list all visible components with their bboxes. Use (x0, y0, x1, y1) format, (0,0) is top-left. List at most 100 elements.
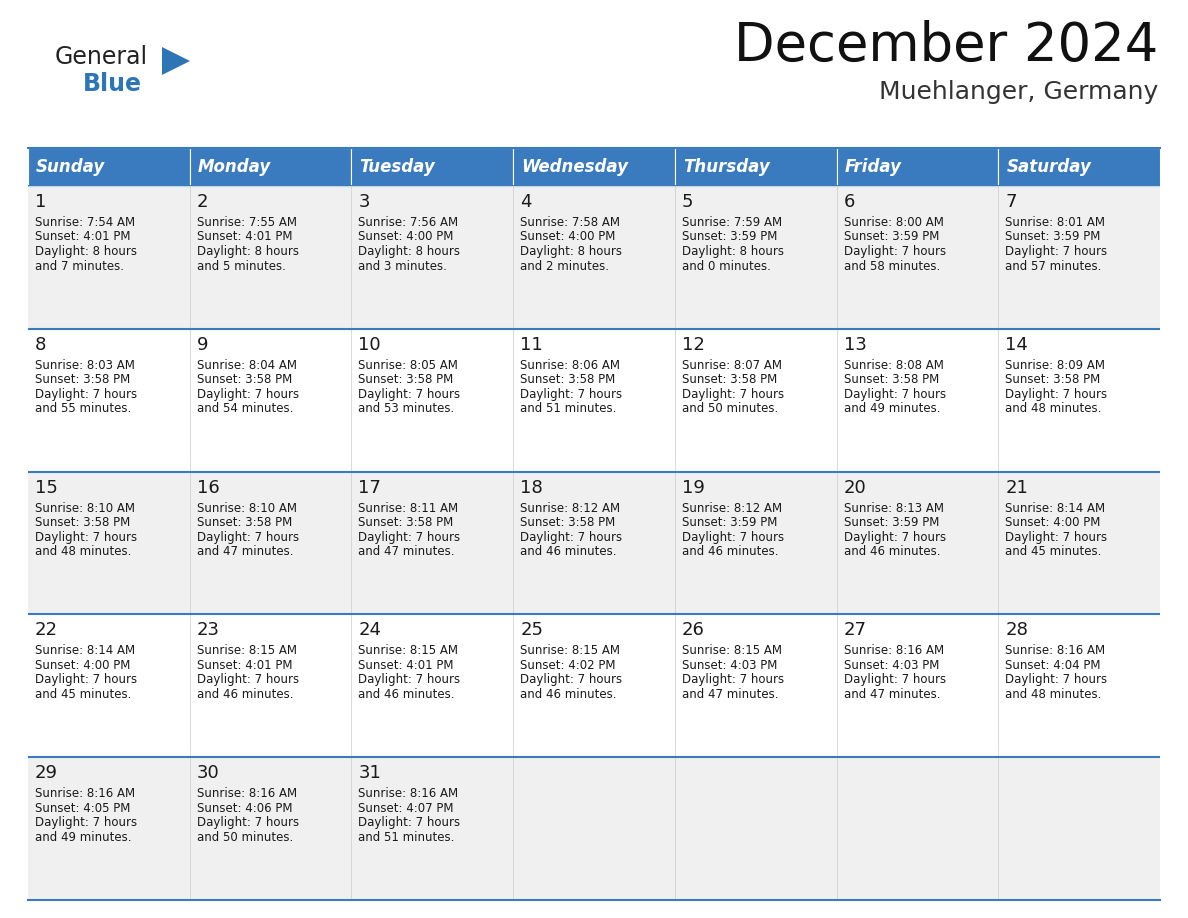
Text: Sunrise: 8:08 AM: Sunrise: 8:08 AM (843, 359, 943, 372)
Text: 11: 11 (520, 336, 543, 353)
Text: and 48 minutes.: and 48 minutes. (34, 545, 132, 558)
Text: Sunrise: 8:07 AM: Sunrise: 8:07 AM (682, 359, 782, 372)
Text: 23: 23 (197, 621, 220, 640)
Bar (29, 329, 1159, 472)
Text: Sunset: 3:59 PM: Sunset: 3:59 PM (682, 230, 777, 243)
Text: Sunrise: 8:15 AM: Sunrise: 8:15 AM (359, 644, 459, 657)
Text: Daylight: 7 hours: Daylight: 7 hours (1005, 531, 1107, 543)
Text: Sunrise: 8:01 AM: Sunrise: 8:01 AM (1005, 216, 1105, 229)
Text: Sunset: 4:05 PM: Sunset: 4:05 PM (34, 801, 131, 814)
Text: Sunset: 3:58 PM: Sunset: 3:58 PM (197, 374, 292, 386)
Text: Wednesday: Wednesday (522, 158, 628, 176)
Text: Daylight: 7 hours: Daylight: 7 hours (843, 531, 946, 543)
Text: Daylight: 7 hours: Daylight: 7 hours (34, 531, 137, 543)
Text: Daylight: 7 hours: Daylight: 7 hours (359, 674, 461, 687)
Text: Sunday: Sunday (36, 158, 106, 176)
Text: Daylight: 8 hours: Daylight: 8 hours (520, 245, 623, 258)
Text: Sunrise: 8:13 AM: Sunrise: 8:13 AM (843, 501, 943, 515)
Text: 16: 16 (197, 478, 220, 497)
Text: Daylight: 7 hours: Daylight: 7 hours (34, 387, 137, 401)
Text: Daylight: 8 hours: Daylight: 8 hours (197, 245, 298, 258)
Text: Daylight: 7 hours: Daylight: 7 hours (843, 674, 946, 687)
Text: Sunrise: 8:16 AM: Sunrise: 8:16 AM (843, 644, 943, 657)
Text: 17: 17 (359, 478, 381, 497)
Text: 1: 1 (34, 193, 46, 211)
Text: Daylight: 7 hours: Daylight: 7 hours (34, 816, 137, 829)
Text: Sunset: 3:58 PM: Sunset: 3:58 PM (197, 516, 292, 529)
Text: and 2 minutes.: and 2 minutes. (520, 260, 609, 273)
Text: 30: 30 (197, 764, 220, 782)
Text: Daylight: 7 hours: Daylight: 7 hours (197, 674, 299, 687)
Text: and 46 minutes.: and 46 minutes. (520, 545, 617, 558)
Text: Sunrise: 8:16 AM: Sunrise: 8:16 AM (197, 788, 297, 800)
Text: Sunset: 4:01 PM: Sunset: 4:01 PM (197, 659, 292, 672)
Text: Sunset: 3:58 PM: Sunset: 3:58 PM (520, 516, 615, 529)
Text: Daylight: 7 hours: Daylight: 7 hours (1005, 387, 1107, 401)
Text: Sunrise: 8:16 AM: Sunrise: 8:16 AM (1005, 644, 1105, 657)
Text: Daylight: 8 hours: Daylight: 8 hours (359, 245, 461, 258)
Text: Sunset: 4:00 PM: Sunset: 4:00 PM (359, 230, 454, 243)
Text: Sunrise: 7:58 AM: Sunrise: 7:58 AM (520, 216, 620, 229)
Text: and 45 minutes.: and 45 minutes. (34, 688, 132, 701)
Text: and 3 minutes.: and 3 minutes. (359, 260, 448, 273)
Text: 3: 3 (359, 193, 369, 211)
Text: Sunset: 3:58 PM: Sunset: 3:58 PM (1005, 374, 1100, 386)
Text: Saturday: Saturday (1006, 158, 1091, 176)
Text: Sunset: 3:59 PM: Sunset: 3:59 PM (682, 516, 777, 529)
Text: Sunrise: 8:15 AM: Sunrise: 8:15 AM (682, 644, 782, 657)
Text: 6: 6 (843, 193, 855, 211)
Text: and 58 minutes.: and 58 minutes. (843, 260, 940, 273)
Text: 12: 12 (682, 336, 704, 353)
Text: Sunset: 4:06 PM: Sunset: 4:06 PM (197, 801, 292, 814)
Text: 25: 25 (520, 621, 543, 640)
Text: and 7 minutes.: and 7 minutes. (34, 260, 124, 273)
Text: 8: 8 (34, 336, 46, 353)
Text: and 47 minutes.: and 47 minutes. (843, 688, 940, 701)
Text: Sunrise: 7:59 AM: Sunrise: 7:59 AM (682, 216, 782, 229)
Text: Monday: Monday (197, 158, 271, 176)
Text: 29: 29 (34, 764, 58, 782)
Text: Daylight: 7 hours: Daylight: 7 hours (1005, 674, 1107, 687)
Text: and 50 minutes.: and 50 minutes. (682, 402, 778, 415)
Text: Sunrise: 8:00 AM: Sunrise: 8:00 AM (843, 216, 943, 229)
Text: and 49 minutes.: and 49 minutes. (843, 402, 940, 415)
Polygon shape (162, 47, 190, 75)
Bar (29, 148, 190, 186)
Text: and 48 minutes.: and 48 minutes. (1005, 688, 1101, 701)
Text: and 47 minutes.: and 47 minutes. (197, 545, 293, 558)
Text: and 46 minutes.: and 46 minutes. (682, 545, 778, 558)
Text: Daylight: 7 hours: Daylight: 7 hours (843, 387, 946, 401)
Text: Thursday: Thursday (683, 158, 770, 176)
Text: Sunrise: 8:16 AM: Sunrise: 8:16 AM (34, 788, 135, 800)
Text: Daylight: 7 hours: Daylight: 7 hours (359, 531, 461, 543)
Text: Sunset: 3:59 PM: Sunset: 3:59 PM (843, 230, 939, 243)
Text: Sunset: 4:00 PM: Sunset: 4:00 PM (1005, 516, 1100, 529)
Text: Sunrise: 8:10 AM: Sunrise: 8:10 AM (197, 501, 297, 515)
Text: Daylight: 7 hours: Daylight: 7 hours (682, 531, 784, 543)
Text: and 47 minutes.: and 47 minutes. (682, 688, 778, 701)
Text: 22: 22 (34, 621, 58, 640)
Text: Daylight: 7 hours: Daylight: 7 hours (682, 674, 784, 687)
Text: Sunrise: 8:15 AM: Sunrise: 8:15 AM (197, 644, 297, 657)
Text: 7: 7 (1005, 193, 1017, 211)
Text: 31: 31 (359, 764, 381, 782)
Text: and 46 minutes.: and 46 minutes. (843, 545, 940, 558)
Text: Sunset: 4:00 PM: Sunset: 4:00 PM (34, 659, 131, 672)
Text: Daylight: 7 hours: Daylight: 7 hours (520, 387, 623, 401)
Text: Sunset: 4:01 PM: Sunset: 4:01 PM (34, 230, 131, 243)
Text: Sunset: 4:02 PM: Sunset: 4:02 PM (520, 659, 615, 672)
Bar (29, 757, 1159, 900)
Text: and 48 minutes.: and 48 minutes. (1005, 402, 1101, 415)
Text: Daylight: 7 hours: Daylight: 7 hours (34, 674, 137, 687)
Text: and 55 minutes.: and 55 minutes. (34, 402, 131, 415)
Text: Sunset: 3:58 PM: Sunset: 3:58 PM (34, 516, 131, 529)
Text: and 45 minutes.: and 45 minutes. (1005, 545, 1101, 558)
Text: Sunrise: 7:56 AM: Sunrise: 7:56 AM (359, 216, 459, 229)
Text: 19: 19 (682, 478, 704, 497)
Text: and 54 minutes.: and 54 minutes. (197, 402, 293, 415)
Bar (513, 148, 675, 186)
Bar (836, 148, 998, 186)
Text: Tuesday: Tuesday (360, 158, 435, 176)
Text: 9: 9 (197, 336, 208, 353)
Text: Sunrise: 8:15 AM: Sunrise: 8:15 AM (520, 644, 620, 657)
